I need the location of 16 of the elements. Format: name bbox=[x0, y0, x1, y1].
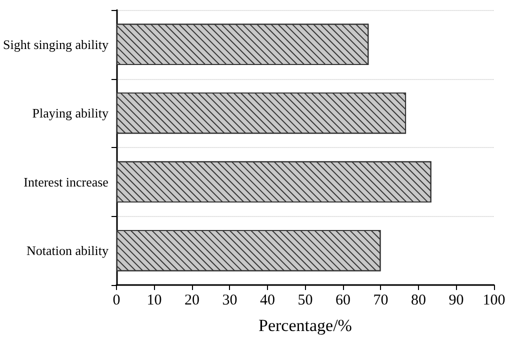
y-tick-label: Playing ability bbox=[32, 106, 109, 121]
x-tick-label: 20 bbox=[184, 292, 200, 308]
x-tick-label: 0 bbox=[112, 292, 120, 308]
x-tick-label: 10 bbox=[146, 292, 162, 308]
y-tick-label: Notation ability bbox=[26, 243, 109, 258]
x-tick-label: 50 bbox=[298, 292, 313, 308]
x-tick-label: 70 bbox=[373, 292, 388, 308]
x-tick-label: 100 bbox=[482, 292, 506, 308]
y-tick-label: Interest increase bbox=[24, 174, 109, 190]
x-tick-label: 30 bbox=[222, 292, 238, 308]
x-tick-label: 80 bbox=[410, 292, 426, 308]
x-tick-label: 40 bbox=[260, 292, 275, 308]
x-tick-label: 90 bbox=[448, 292, 464, 308]
x-tick-label: 60 bbox=[335, 292, 350, 308]
x-axis-title: Percentage/% bbox=[258, 316, 352, 335]
y-tick-label: Sight singing ability bbox=[2, 36, 109, 52]
